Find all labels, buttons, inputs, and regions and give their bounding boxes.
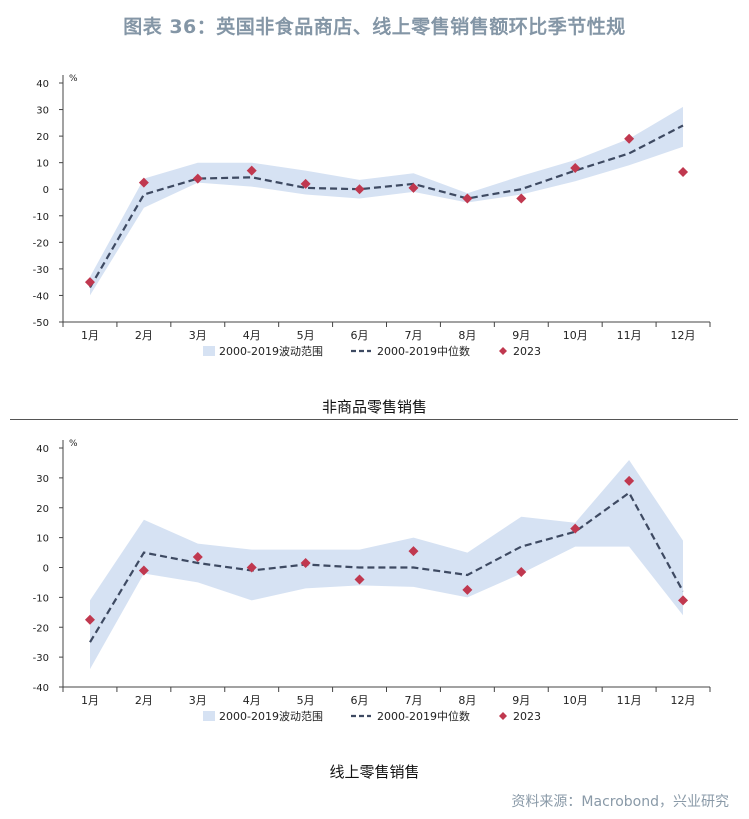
point-2023: [84, 277, 95, 288]
legend: 2000-2019波动范围 2000-2019中位数 2023: [203, 709, 541, 723]
y-tick-label: 40: [36, 79, 49, 90]
y-tick-label: 20: [36, 504, 49, 515]
x-tick-label: 10月: [563, 694, 588, 707]
x-tick-label: 2月: [135, 694, 153, 707]
point-2023: [624, 133, 635, 144]
y-tick-label: 30: [36, 106, 49, 117]
x-tick-label: 8月: [458, 694, 476, 707]
x-tick-label: 4月: [243, 694, 261, 707]
x-tick-label: 2月: [135, 329, 153, 342]
y-tick-label: -30: [33, 265, 49, 276]
unit-label: %: [69, 439, 78, 449]
x-tick-label: 4月: [243, 329, 261, 342]
point-2023: [138, 177, 149, 188]
legend: 2000-2019波动范围 2000-2019中位数 2023: [203, 344, 541, 358]
y-tick-label: -10: [33, 593, 49, 604]
point-2023: [570, 162, 581, 173]
point-2023: [246, 165, 257, 176]
point-2023: [84, 614, 95, 625]
y-tick-label: 0: [43, 564, 49, 575]
x-tick-label: 7月: [404, 694, 422, 707]
median-line: [89, 124, 684, 289]
x-tick-label: 12月: [671, 694, 696, 707]
point-2023: [678, 595, 689, 606]
y-tick-label: -20: [33, 238, 49, 249]
chart-svg: 40 30 20 10 0 -10 -20 -30 -40% 1月 2月 3月 4月 5月 6月 7月 8月 9月…: [33, 439, 711, 723]
x-tick-label: 11月: [617, 329, 642, 342]
point-2023: [192, 552, 203, 563]
y-tick-label: 30: [36, 474, 49, 485]
point-2023: [408, 546, 419, 557]
y-tick-label: -30: [33, 653, 49, 664]
point-2023: [246, 562, 257, 573]
point-2023: [408, 182, 419, 193]
x-tick-label: 11月: [617, 694, 642, 707]
point-2023: [354, 574, 365, 585]
y-tick-label: -10: [33, 212, 49, 223]
y-tick-label: 10: [36, 534, 49, 545]
legend-label-median: 2000-2019中位数: [377, 344, 470, 358]
x-tick-label: 5月: [297, 329, 315, 342]
point-2023: [138, 565, 149, 576]
x-tick-label: 9月: [512, 329, 530, 342]
point-2023: [516, 193, 527, 204]
x-tick-label: 3月: [189, 329, 207, 342]
point-2023: [516, 566, 527, 577]
point-2023: [300, 178, 311, 189]
legend-label-point: 2023: [513, 710, 541, 723]
legend-label-band: 2000-2019波动范围: [219, 344, 323, 358]
legend-label-band: 2000-2019波动范围: [219, 709, 323, 723]
chart-title: 非商品零售销售: [321, 398, 427, 416]
point-2023: [570, 523, 581, 534]
y-tick-label: 0: [43, 185, 49, 196]
y-tick-label: -50: [33, 318, 49, 329]
y-tick-label: -20: [33, 623, 49, 634]
y-tick-label: -40: [33, 291, 49, 302]
range-band: [90, 460, 683, 670]
y-tick-label: 40: [36, 444, 49, 455]
chart-svg: 40 30 20 10 0 -10 -20 -30 -40 -50% 1月 2月 3月 4月 5月 6月 7月 8…: [33, 74, 711, 358]
unit-label: %: [69, 74, 78, 84]
legend-swatch-point: [499, 712, 507, 720]
x-tick-label: 10月: [563, 329, 588, 342]
y-tick-label: 10: [36, 159, 49, 170]
x-tick-label: 3月: [189, 694, 207, 707]
point-2023: [300, 558, 311, 569]
point-2023: [462, 193, 473, 204]
chart-title: 线上零售销售: [329, 763, 420, 781]
x-tick-label: 9月: [512, 694, 530, 707]
point-2023: [192, 173, 203, 184]
range-band: [90, 106, 683, 296]
y-tick-label: -40: [33, 683, 49, 694]
x-tick-label: 8月: [458, 329, 476, 342]
x-tick-label: 6月: [351, 694, 369, 707]
point-2023: [678, 166, 689, 177]
figure-title: 图表 36：英国非食品商店、线上零售销售额环比季节性规: [123, 16, 626, 38]
x-tick-label: 5月: [297, 694, 315, 707]
chart-panel-non-food: 40 30 20 10 0 -10 -20 -30 -40 -50% 1月 2月 3月 4月 5月 6月 7月 8…: [0, 60, 749, 420]
legend-swatch-band: [203, 711, 215, 721]
point-2023: [462, 584, 473, 595]
chart-panel-online: 40 30 20 10 0 -10 -20 -30 -40% 1月 2月 3月 4月 5月 6月 7月 8月 9月…: [0, 425, 749, 785]
x-tick-label: 1月: [81, 694, 99, 707]
point-2023: [624, 475, 635, 486]
x-tick-label: 6月: [351, 329, 369, 342]
point-2023: [354, 184, 365, 195]
legend-swatch-point: [499, 347, 507, 355]
x-tick-label: 7月: [404, 329, 422, 342]
legend-label-median: 2000-2019中位数: [377, 709, 470, 723]
panel-divider: [10, 419, 738, 420]
legend-label-point: 2023: [513, 345, 541, 358]
source-note: 资料来源：Macrobond，兴业研究: [511, 794, 729, 810]
x-tick-label: 1月: [81, 329, 99, 342]
legend-swatch-band: [203, 346, 215, 356]
x-tick-label: 12月: [671, 329, 696, 342]
y-tick-label: 20: [36, 132, 49, 143]
